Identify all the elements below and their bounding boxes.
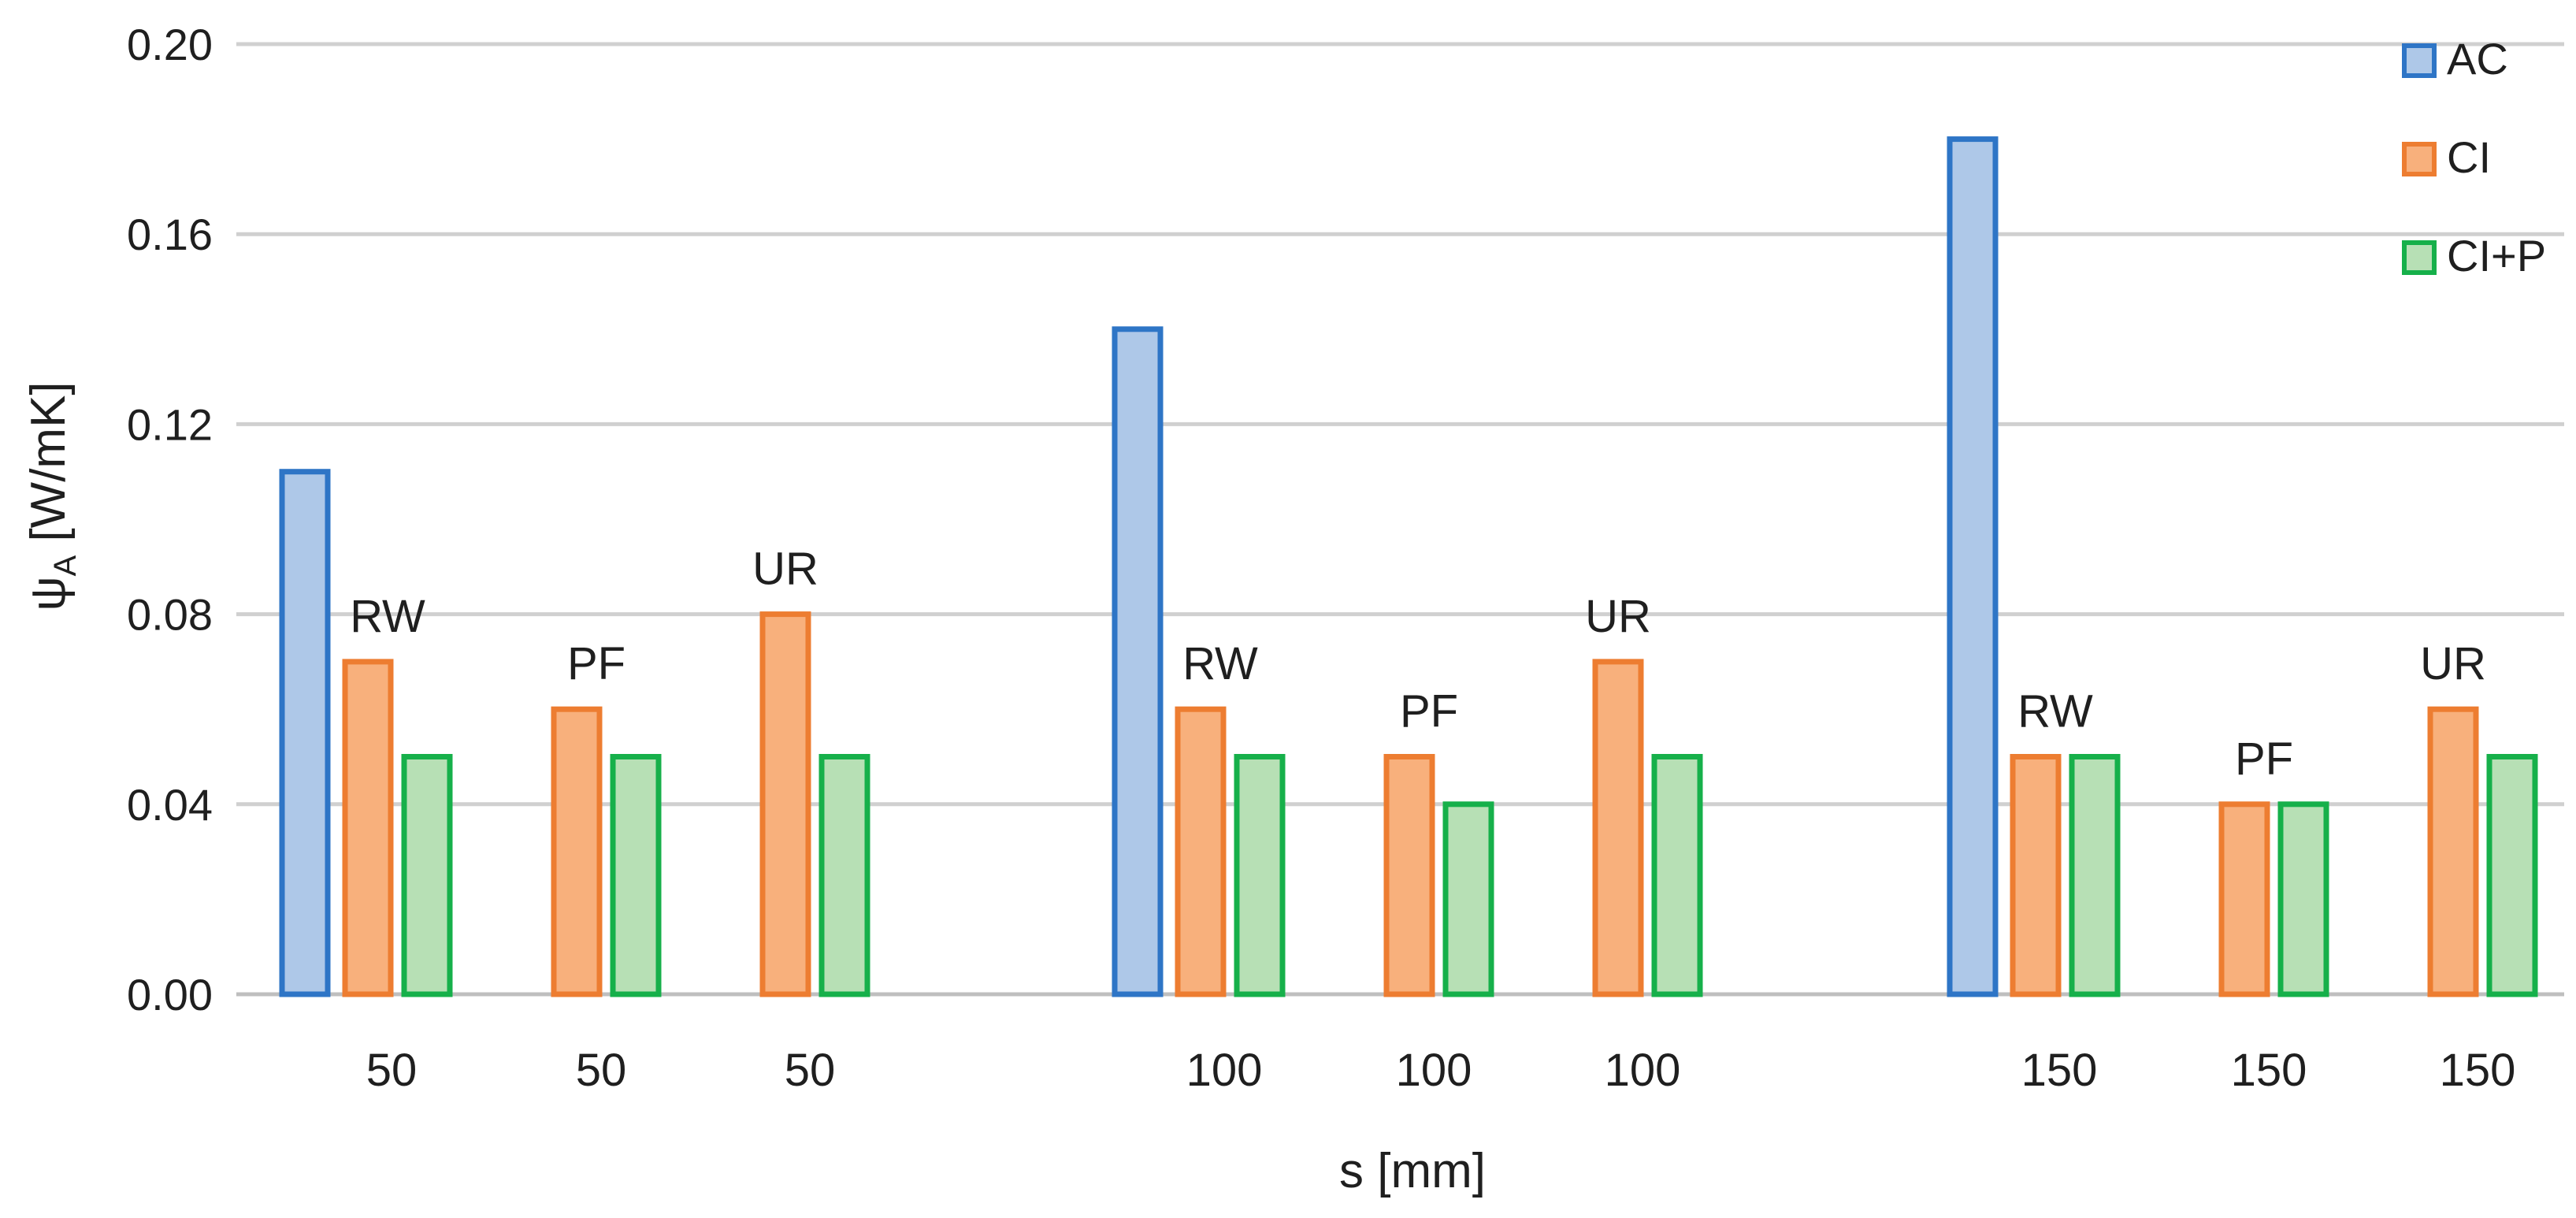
legend-label: AC — [2447, 34, 2508, 84]
bars — [279, 136, 2538, 997]
bar-ci — [2218, 801, 2270, 997]
bar-ci — [342, 659, 394, 997]
legend-swatch — [2402, 43, 2437, 78]
y-tick-label: 0.04 — [127, 780, 213, 830]
y-tick-label: 0.16 — [127, 210, 213, 259]
bar-ci-p — [2277, 801, 2329, 997]
bar-ci-p — [401, 754, 453, 997]
bar-ac — [1112, 326, 1164, 997]
y-axis-unit: [W/mK] — [21, 381, 76, 555]
material-label: RW — [2017, 686, 2093, 737]
bar-ci — [551, 706, 603, 997]
x-category-label: 50 — [366, 1045, 418, 1096]
material-label: UR — [752, 544, 818, 595]
x-category-label: 150 — [2021, 1045, 2098, 1096]
bar-ci-p — [818, 754, 870, 997]
material-label: UR — [2420, 638, 2486, 689]
bar-ac — [279, 469, 331, 997]
y-axis-symbol: ψ — [21, 576, 76, 611]
legend-label: CI+P — [2447, 231, 2546, 280]
bar-ci — [1383, 754, 1435, 997]
x-category-label: 50 — [576, 1045, 627, 1096]
x-category-label: 150 — [2231, 1045, 2307, 1096]
x-category-label: 100 — [1396, 1045, 1472, 1096]
y-axis-title: ψA [W/mK] — [21, 381, 83, 611]
x-category-label: 100 — [1186, 1045, 1263, 1096]
bar-ci — [2427, 706, 2479, 997]
material-label: UR — [1585, 591, 1651, 642]
bar-ci-p — [610, 754, 662, 997]
material-label: RW — [1182, 638, 1258, 689]
x-category-label: 150 — [2440, 1045, 2516, 1096]
y-tick-label: 0.12 — [127, 399, 213, 449]
legend-swatch — [2402, 240, 2437, 275]
bar-ci — [759, 611, 811, 997]
x-axis-title: s [mm] — [1339, 1144, 1486, 1198]
bar-ac — [1947, 136, 1999, 997]
bar-ci-p — [2069, 754, 2121, 997]
x-category-label: 100 — [1605, 1045, 1681, 1096]
y-tick-label: 0.00 — [127, 970, 213, 1019]
material-label: PF — [1400, 686, 1458, 737]
material-label: PF — [567, 638, 625, 689]
bar-ci-p — [1442, 801, 1494, 997]
legend: AC CI CI+P — [2402, 34, 2546, 280]
legend-label: CI — [2447, 132, 2491, 182]
labels: 0.00 0.04 0.08 0.12 0.16 0.20 RW 50 PF 50 UR 50 RW 10… — [127, 20, 2515, 1096]
bar-ci-p — [1651, 754, 1703, 997]
y-tick-label: 0.20 — [127, 20, 213, 69]
bar-ci — [2010, 754, 2062, 997]
material-label: RW — [350, 591, 425, 642]
bar-ci — [1175, 706, 1227, 997]
bar-ci — [1592, 659, 1644, 997]
y-tick-label: 0.08 — [127, 590, 213, 640]
x-category-label: 50 — [785, 1045, 836, 1096]
material-label: PF — [2235, 733, 2293, 785]
bar-ci-p — [2486, 754, 2538, 997]
legend-swatch — [2402, 142, 2437, 176]
y-axis-subscript: A — [48, 555, 83, 576]
bar-ci-p — [1234, 754, 1286, 997]
